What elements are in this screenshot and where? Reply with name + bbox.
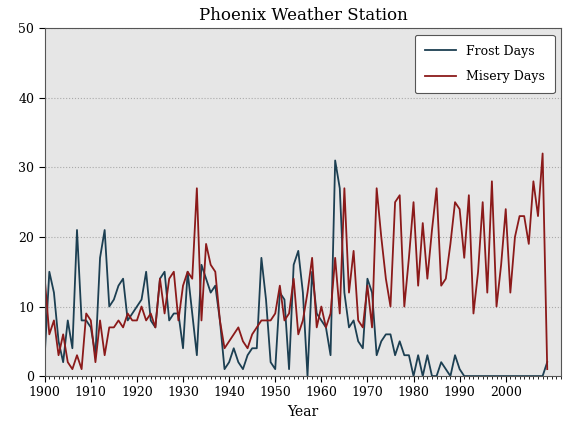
Misery Days: [534, 213, 541, 219]
Misery Days: [516, 213, 523, 219]
Misery Days: [194, 186, 201, 191]
Line: Frost Days: Frost Days: [45, 161, 547, 376]
Frost Days: [406, 353, 412, 358]
Frost Days: [41, 353, 48, 358]
Frost Days: [539, 374, 546, 379]
Misery Days: [290, 276, 297, 281]
Title: Phoenix Weather Station: Phoenix Weather Station: [198, 7, 407, 24]
Frost Days: [286, 366, 293, 371]
Frost Days: [189, 311, 195, 316]
Misery Days: [69, 366, 76, 371]
Frost Days: [304, 374, 311, 379]
Misery Days: [401, 304, 408, 309]
Misery Days: [544, 366, 550, 371]
Frost Days: [332, 158, 339, 163]
Frost Days: [521, 374, 528, 379]
Legend: Frost Days, Misery Days: Frost Days, Misery Days: [415, 35, 555, 93]
Misery Days: [539, 151, 546, 156]
X-axis label: Year: Year: [287, 405, 319, 419]
Frost Days: [544, 360, 550, 365]
Misery Days: [277, 283, 283, 288]
Misery Days: [41, 276, 48, 281]
Frost Days: [272, 366, 279, 371]
Line: Misery Days: Misery Days: [45, 153, 547, 369]
